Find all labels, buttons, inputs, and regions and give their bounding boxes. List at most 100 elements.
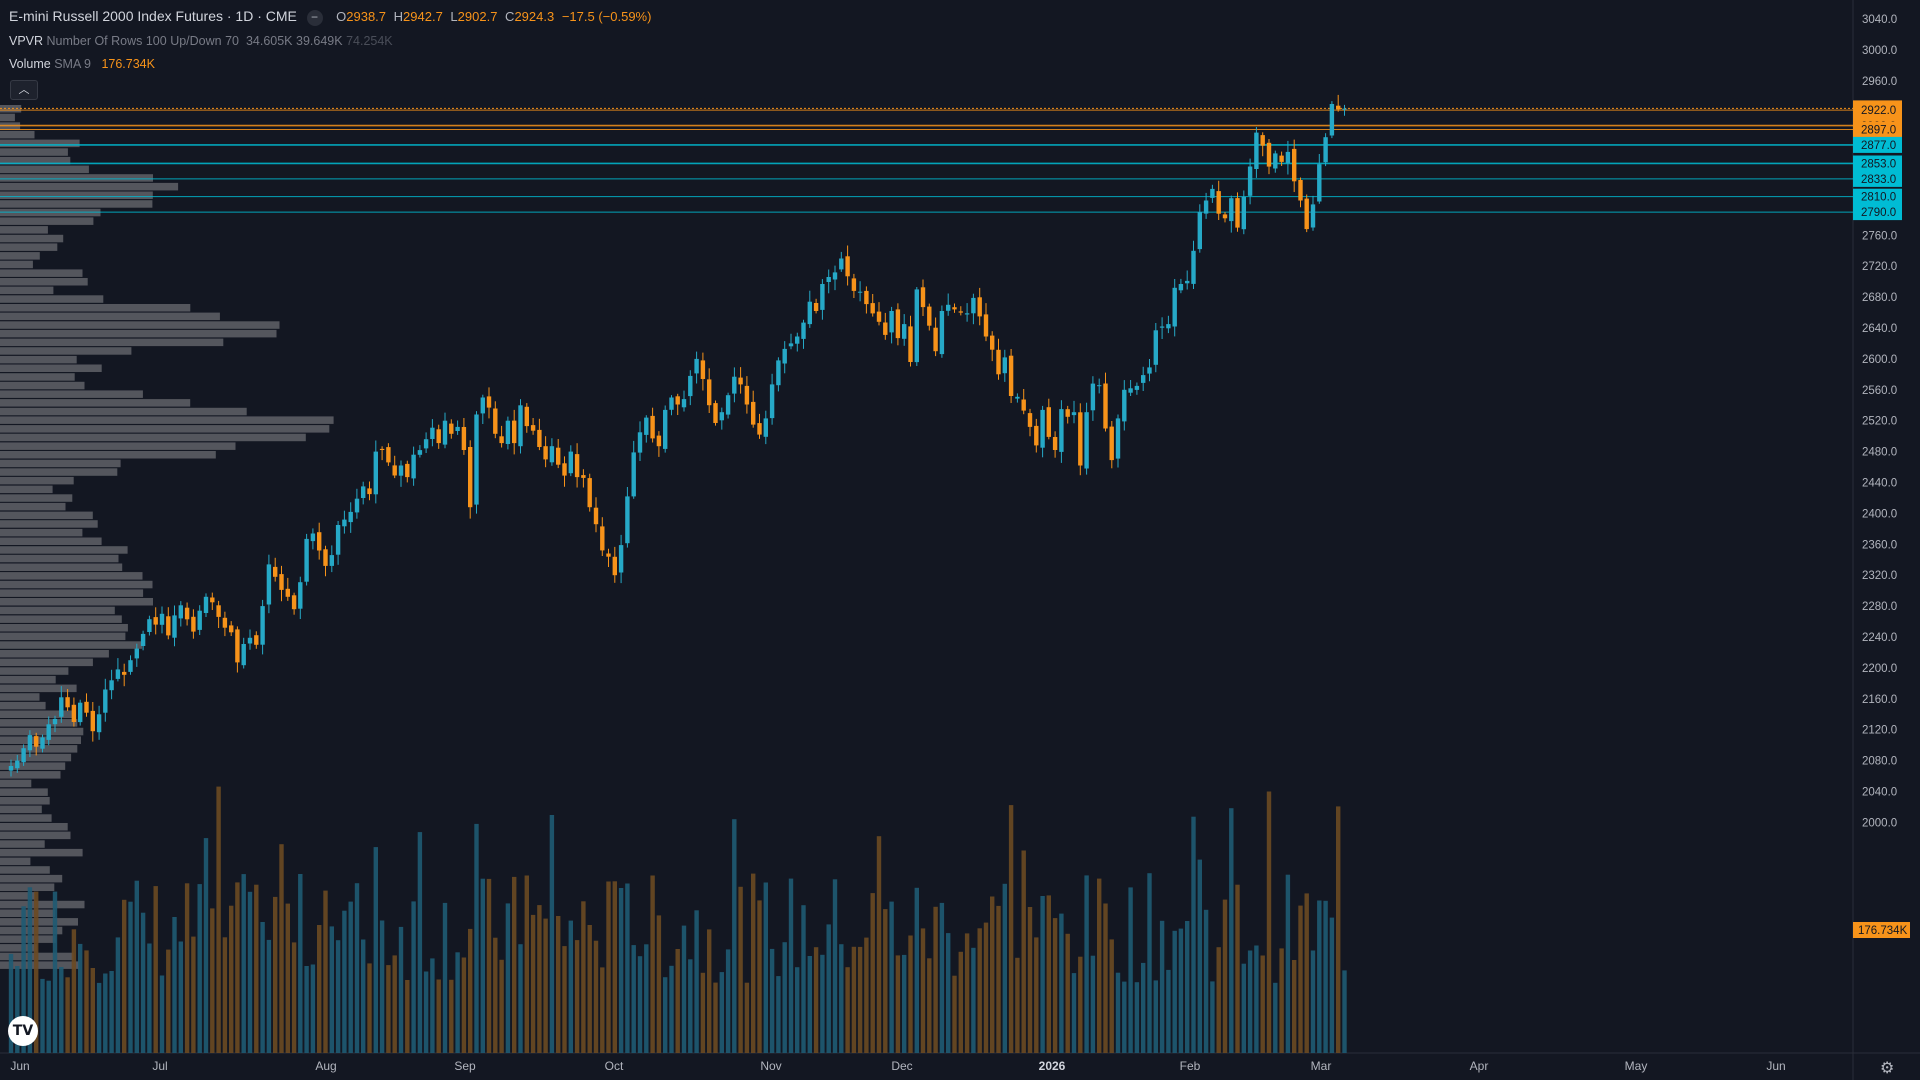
candle-body	[1210, 188, 1215, 198]
candle-body	[1071, 412, 1077, 416]
profile-bar	[0, 554, 119, 563]
volume-bar	[681, 925, 687, 1053]
candle-body	[524, 406, 529, 427]
candle-body	[902, 324, 907, 339]
symbol-title[interactable]: E-mini Russell 2000 Index Futures · 1D ·…	[9, 8, 297, 24]
profile-bar	[0, 520, 98, 528]
price-tag-label: 2790.0	[1861, 207, 1896, 219]
candle-body	[1065, 409, 1070, 417]
volume-bar	[247, 891, 253, 1053]
candle-body	[1084, 412, 1089, 469]
volume-bar	[1078, 956, 1083, 1053]
candle-body	[1317, 164, 1322, 202]
candle-body	[751, 401, 756, 425]
candle-body	[971, 297, 976, 314]
price-tag[interactable]	[1853, 170, 1902, 187]
profile-bar	[0, 624, 128, 632]
profile-bar	[0, 693, 40, 701]
volume-bar	[637, 956, 643, 1053]
price-tag[interactable]	[1853, 155, 1902, 172]
volume-bar	[983, 922, 989, 1053]
candle-body	[474, 414, 479, 505]
volume-bar	[1279, 948, 1284, 1053]
volume-bar	[1103, 903, 1108, 1053]
profile-bar	[0, 745, 78, 753]
volume-bar	[625, 883, 630, 1053]
time-tick-label: Feb	[1180, 1059, 1201, 1073]
volume-name[interactable]: Volume	[9, 57, 51, 71]
volume-bar	[499, 959, 504, 1053]
volume-bar	[631, 945, 636, 1053]
volume-bar	[813, 947, 819, 1053]
candle-body	[606, 553, 611, 557]
profile-bar	[0, 814, 52, 822]
volume-bar	[392, 955, 397, 1053]
volume-bar	[612, 881, 617, 1053]
volume-bar	[964, 933, 970, 1053]
candle-body	[1235, 198, 1240, 228]
candle-body	[543, 446, 548, 460]
profile-bar	[0, 476, 74, 485]
profile-bar	[0, 892, 35, 900]
volume-bar	[763, 882, 768, 1053]
vpvr-down: 39.649K	[296, 34, 343, 48]
price-tag[interactable]	[1853, 204, 1902, 221]
tradingview-logo-icon[interactable]: TV	[8, 1016, 38, 1046]
vpvr-name[interactable]: VPVR	[9, 34, 44, 48]
vpvr-legend[interactable]: VPVR Number Of Rows 100 Up/Down 70 34.60…	[9, 34, 393, 48]
volume-sma-tag[interactable]	[1853, 922, 1910, 938]
volume-bar	[1109, 939, 1114, 1053]
volume-bar	[134, 880, 139, 1053]
volume-profile	[0, 105, 334, 969]
volume-bar	[430, 958, 435, 1053]
candle-body	[8, 766, 14, 771]
price-tick-label: 2440.0	[1862, 478, 1897, 490]
candle-body	[398, 465, 404, 476]
price-tag[interactable]	[1853, 188, 1902, 205]
price-tick-label: 2200.0	[1862, 663, 1897, 675]
volume-bar	[40, 978, 45, 1053]
candle-body	[1109, 426, 1114, 461]
minus-circle-icon[interactable]: −	[306, 9, 323, 26]
candle-body	[883, 322, 888, 335]
candle-body	[845, 256, 850, 277]
price-tag[interactable]	[1853, 102, 1902, 119]
profile-bar	[0, 200, 153, 208]
gear-icon[interactable]: ⚙	[1880, 1058, 1895, 1077]
volume-bar	[1034, 937, 1039, 1053]
candle-body	[40, 737, 45, 749]
volume-bar	[342, 910, 347, 1053]
symbol-legend[interactable]: E-mini Russell 2000 Index Futures · 1D ·…	[9, 8, 651, 26]
candles	[8, 94, 1347, 777]
price-tick-label: 2680.0	[1862, 292, 1897, 304]
price-tag[interactable]	[1853, 136, 1902, 153]
profile-bar	[0, 442, 236, 450]
candle-body	[537, 429, 542, 447]
volume-bar	[1210, 981, 1215, 1053]
time-tick-label: Jun	[10, 1059, 29, 1073]
candle-body	[273, 566, 278, 577]
volume-bar	[78, 943, 83, 1053]
volume-bar	[952, 975, 957, 1053]
profile-bar	[0, 831, 71, 840]
price-level-tags: 2924.32922.02902.02897.02877.02853.02833…	[1853, 100, 1910, 938]
volume-legend[interactable]: Volume SMA 9 176.734K	[9, 57, 155, 71]
time-tick-label: Jul	[152, 1059, 167, 1073]
vpvr-total: 74.254K	[346, 34, 393, 48]
candle-body	[681, 399, 687, 408]
candle-body	[122, 671, 127, 675]
volume-bar	[744, 982, 750, 1053]
price-tag[interactable]	[1853, 121, 1902, 138]
volume-bar	[1159, 920, 1165, 1053]
chevron-up-icon[interactable]: ︿	[10, 80, 38, 100]
candle-body	[241, 644, 246, 666]
volume-bar	[1097, 878, 1102, 1053]
candle-body	[361, 486, 366, 498]
profile-bar	[0, 944, 37, 952]
candle-body	[958, 311, 963, 313]
candle-body	[1172, 287, 1177, 327]
candle-body	[1279, 155, 1284, 162]
candle-body	[807, 301, 812, 325]
